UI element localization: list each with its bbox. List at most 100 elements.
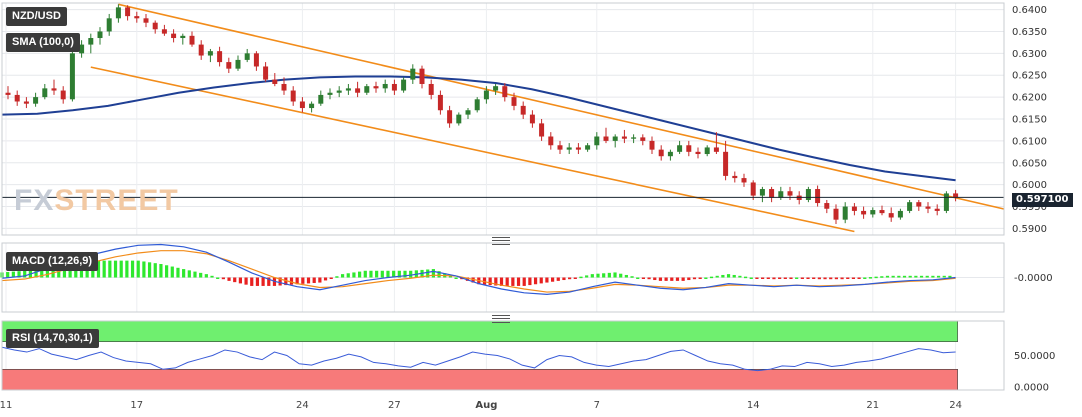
- macd-hist-bar: [636, 277, 640, 279]
- macd-hist-bar: [448, 275, 453, 278]
- x-tick-label: 11: [0, 400, 12, 411]
- macd-hist-bar: [431, 269, 435, 278]
- macd-hist-bar: [516, 277, 521, 286]
- candle-down: [14, 94, 20, 102]
- candle-down: [769, 189, 775, 198]
- macd-hist-bar: [857, 277, 861, 279]
- candle-down: [419, 68, 425, 84]
- macd-hist-bar: [6, 272, 10, 278]
- candle-down: [603, 136, 609, 141]
- channel-lines: [90, 3, 1005, 233]
- macd-hist-bar: [28, 269, 32, 278]
- macd-hist-bar: [863, 277, 867, 279]
- macd-hist-bar: [698, 277, 702, 279]
- macd-hist-bar: [380, 270, 384, 278]
- macd-hist-bar: [193, 271, 197, 278]
- rsi-y-tick: 0.0000: [1014, 383, 1049, 394]
- candle-up: [401, 79, 407, 91]
- macd-hist-bar: [885, 275, 890, 278]
- macd-hist-bar: [494, 277, 498, 286]
- macd-hist-bar: [919, 275, 924, 278]
- x-tick-label: 27: [388, 400, 401, 411]
- macd-hist-bar: [908, 275, 912, 278]
- panel-resize-handle-rsi[interactable]: [492, 315, 510, 323]
- macd-hist-bar: [834, 277, 838, 280]
- macd-hist-bar: [426, 269, 430, 278]
- macd-hist-bar: [301, 277, 305, 284]
- macd-hist-bar: [851, 277, 856, 279]
- macd-hist-bar: [210, 275, 214, 278]
- candle-up: [309, 103, 315, 109]
- macd-hist-bar: [409, 270, 413, 278]
- macd-hist-bar: [221, 277, 225, 280]
- candles: [2, 4, 1004, 225]
- macd-hist-bar: [590, 274, 594, 278]
- macd-hist-bar: [664, 277, 668, 281]
- macd-hist-bar: [397, 270, 401, 278]
- macd-hist-bar: [392, 270, 396, 278]
- price-y-tick: 0.6050: [1012, 158, 1047, 169]
- macd-hist-bar: [607, 272, 611, 278]
- candle-down: [253, 53, 259, 67]
- macd-hist-bar: [113, 260, 118, 278]
- candle-up: [33, 97, 39, 104]
- macd-hist-bar: [823, 277, 827, 280]
- macd-hist-bar: [199, 272, 203, 278]
- price-y-tick: 0.6400: [1012, 5, 1047, 16]
- candle-down: [732, 175, 738, 179]
- candle-down: [934, 208, 940, 211]
- macd-hist-bar: [358, 271, 362, 278]
- macd-hist-bar: [619, 273, 623, 278]
- macd-hist-bar: [216, 277, 220, 279]
- macd-hist-bar: [204, 274, 208, 278]
- lower-channel-line: [90, 66, 855, 233]
- candle-up: [327, 92, 333, 95]
- price-y-tick: 0.5900: [1012, 224, 1047, 235]
- macd-hist-bar: [755, 277, 759, 279]
- macd-hist-bar: [182, 269, 186, 278]
- candle-up: [97, 31, 103, 39]
- rsi-oversold-zone: [1, 368, 958, 391]
- x-tick-label: 14: [747, 400, 760, 411]
- macd-hist-bar: [562, 277, 566, 281]
- candle-up: [456, 114, 462, 124]
- macd-hist-bar: [681, 277, 685, 281]
- candle-down: [217, 51, 223, 63]
- macd-hist-bar: [482, 277, 487, 285]
- candle-down: [529, 114, 535, 124]
- candle-down: [263, 66, 269, 80]
- macd-hist-bar: [778, 277, 782, 279]
- macd-hist-bar: [488, 277, 492, 286]
- macd-hist-bar: [23, 270, 27, 278]
- candle-up: [805, 189, 811, 200]
- upper-channel-line: [118, 3, 1005, 210]
- macd-hist-bar: [238, 277, 242, 284]
- candle-down: [824, 203, 830, 209]
- macd-hist-bar: [630, 276, 634, 278]
- candle-up: [943, 193, 949, 211]
- macd-hist-bar: [244, 277, 248, 285]
- macd-hist-bar: [624, 274, 628, 278]
- candle-down: [51, 88, 57, 91]
- macd-hist-bar: [108, 260, 112, 278]
- rsi-panel-border: [1, 320, 1005, 391]
- candle-up: [704, 147, 710, 155]
- panel-borders: [1, 2, 1005, 391]
- macd-hist-bar: [284, 277, 288, 286]
- macd-hist-bar: [550, 277, 555, 282]
- candle-up: [345, 88, 351, 91]
- macd-hist-bar: [499, 277, 504, 286]
- candle-down: [695, 151, 701, 155]
- candle-down: [171, 33, 177, 39]
- panel-resize-handle-macd[interactable]: [492, 237, 510, 245]
- macd-hist-bar: [647, 277, 651, 280]
- macd-hist-bar: [891, 275, 895, 278]
- candle-down: [143, 18, 149, 23]
- macd-hist-bar: [726, 274, 731, 278]
- candle-up: [364, 86, 370, 93]
- x-axis-ticks: 11 17 24 27 Aug 7 14 21 24: [0, 400, 962, 411]
- sma-line: [1, 75, 956, 182]
- candle-down: [686, 145, 692, 152]
- candle-down: [861, 210, 867, 215]
- macd-hist-bar: [289, 277, 294, 285]
